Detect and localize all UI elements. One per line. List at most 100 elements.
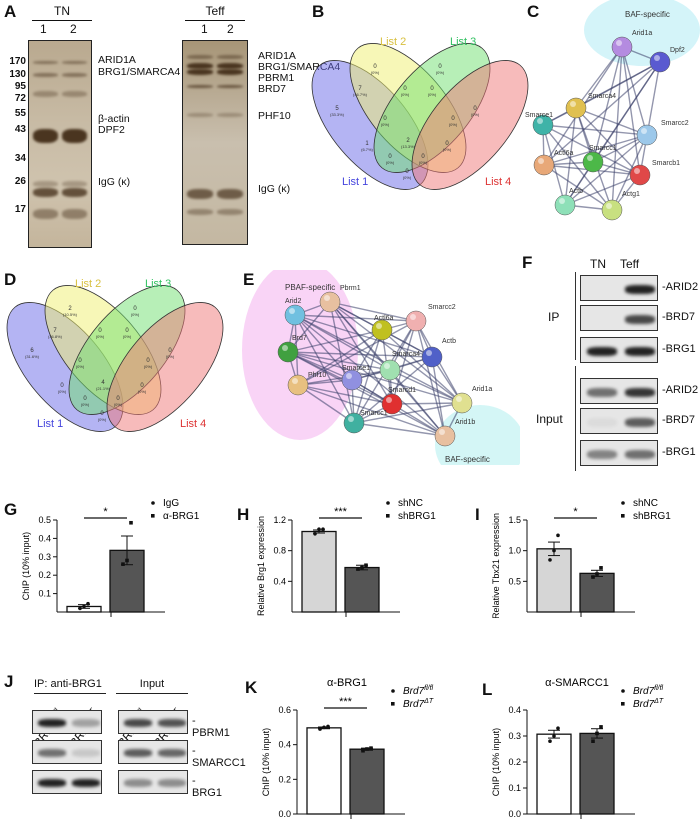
node-arid1a[interactable] [451, 392, 473, 414]
j-band-label: -PBRM1 [192, 715, 230, 739]
y-axis-label: ChIP (10% input) [21, 532, 31, 600]
marker-43: 43 [14, 124, 26, 135]
legend-label: Brd7fl/fl [633, 685, 664, 697]
node-label: Actg1 [622, 191, 640, 198]
network-edge [297, 384, 393, 405]
y-tick-label: 0.2 [508, 757, 521, 767]
gel2-band-pbrm1: PBRM1 [258, 72, 295, 84]
venn-list-label: List 1 [37, 418, 63, 430]
venn-region-count: 0 [125, 328, 129, 334]
venn-region-count: 7 [358, 86, 362, 92]
significance-marker: * [573, 506, 578, 518]
y-axis-label: ChIP (10% input) [491, 728, 501, 796]
network-edge [621, 46, 641, 176]
f-band-label: -BRG1 [662, 446, 696, 458]
y-tick-label: 0.4 [508, 705, 521, 715]
panel-label-f: F [522, 253, 533, 272]
data-point [125, 558, 129, 563]
legend-label: shBRG1 [398, 511, 436, 522]
f-col-tn: TN [590, 257, 606, 271]
data-point [360, 565, 364, 570]
bar-2 [579, 732, 615, 815]
network-edge [294, 314, 353, 381]
legend-label: shBRG1 [633, 511, 671, 522]
marker-95: 95 [14, 81, 26, 92]
node-actl6a[interactable] [533, 154, 555, 176]
panel-label-h: H [237, 505, 250, 524]
panel-label-g: G [4, 500, 18, 519]
panel-label-j: J [4, 672, 14, 691]
node-phf10[interactable] [287, 374, 309, 396]
node-actg1[interactable] [601, 199, 623, 221]
panel-label-b: B [312, 2, 325, 21]
node-label: Phf10 [308, 372, 326, 379]
network-edge [575, 107, 648, 136]
network-edge [297, 384, 446, 437]
venn-region-count: 0 [83, 396, 87, 402]
legend-label: IgG [163, 498, 179, 509]
node-actb[interactable] [421, 346, 443, 368]
node-arid2[interactable] [284, 304, 306, 326]
data-point [364, 563, 368, 568]
group-region [435, 405, 520, 465]
venn-region-count: 0 [78, 358, 82, 364]
data-point [552, 548, 556, 553]
network-edge [329, 301, 463, 404]
node-arid1b[interactable] [434, 425, 456, 447]
node-smarcc2[interactable] [405, 310, 427, 332]
data-point [121, 562, 125, 566]
node-smarcb1[interactable] [629, 164, 651, 186]
legend-marker [151, 514, 155, 518]
y-tick-label: 0.3 [38, 552, 51, 562]
node-brd7[interactable] [277, 341, 299, 363]
gel2-lane-2: 2 [227, 22, 234, 36]
y-axis-label: ChIP (10% input) [261, 728, 271, 796]
network-edge [297, 320, 417, 386]
venn-region-percent: (0%) [131, 312, 140, 317]
chart-title: α-BRG1 [327, 677, 367, 689]
node-actb[interactable] [554, 194, 576, 216]
node-arid1a[interactable] [611, 36, 633, 58]
node-smarcc1[interactable] [582, 151, 604, 173]
node-pbrm1[interactable] [319, 291, 341, 313]
network-edge [294, 314, 417, 322]
panel-label-d: D [4, 270, 17, 289]
y-tick-label: 0.0 [508, 809, 521, 819]
node-label: Smarce1 [342, 365, 370, 372]
network-edge [294, 314, 463, 404]
network-edge [621, 46, 648, 136]
venn-region-count: 0 [116, 396, 120, 402]
node-actl6a[interactable] [371, 319, 393, 341]
venn-region-count: 0 [146, 358, 150, 364]
y-tick-label: 0.1 [508, 783, 521, 793]
network-edge [287, 329, 383, 353]
marker-34: 34 [14, 153, 26, 164]
gel2-lane-1: 1 [201, 22, 208, 36]
j-input-label: Input [116, 678, 188, 694]
legend-label: shNC [398, 498, 423, 509]
node-dpf2[interactable] [649, 51, 671, 73]
node-smarce1[interactable] [341, 369, 363, 391]
gel1-band-igg: IgG (κ) [98, 176, 131, 188]
node-smarcc2[interactable] [636, 124, 658, 146]
network-edge [353, 402, 463, 424]
network-edge [287, 351, 463, 404]
network-edge [543, 164, 613, 211]
legend-marker [621, 514, 625, 518]
data-point [369, 746, 373, 750]
data-point [82, 604, 86, 609]
node-smarca4[interactable] [565, 97, 587, 119]
legend-label: Brd7fl/fl [403, 685, 434, 697]
data-point [129, 520, 133, 525]
node-label: Smarcc2 [428, 304, 456, 311]
venn-region-count: 0 [421, 154, 425, 160]
venn-region-percent: (0%) [98, 417, 107, 422]
venn-region-percent: (6.7%) [361, 147, 373, 152]
y-tick-label: 0.5 [38, 515, 51, 525]
venn-region-count: 0 [403, 86, 407, 92]
venn-region-percent: (0%) [419, 160, 428, 165]
node-smarca4[interactable] [379, 359, 401, 381]
venn-set-4 [411, 60, 529, 190]
f-group-ip: IP [548, 310, 560, 324]
node-label: Smarcc2 [661, 120, 689, 127]
